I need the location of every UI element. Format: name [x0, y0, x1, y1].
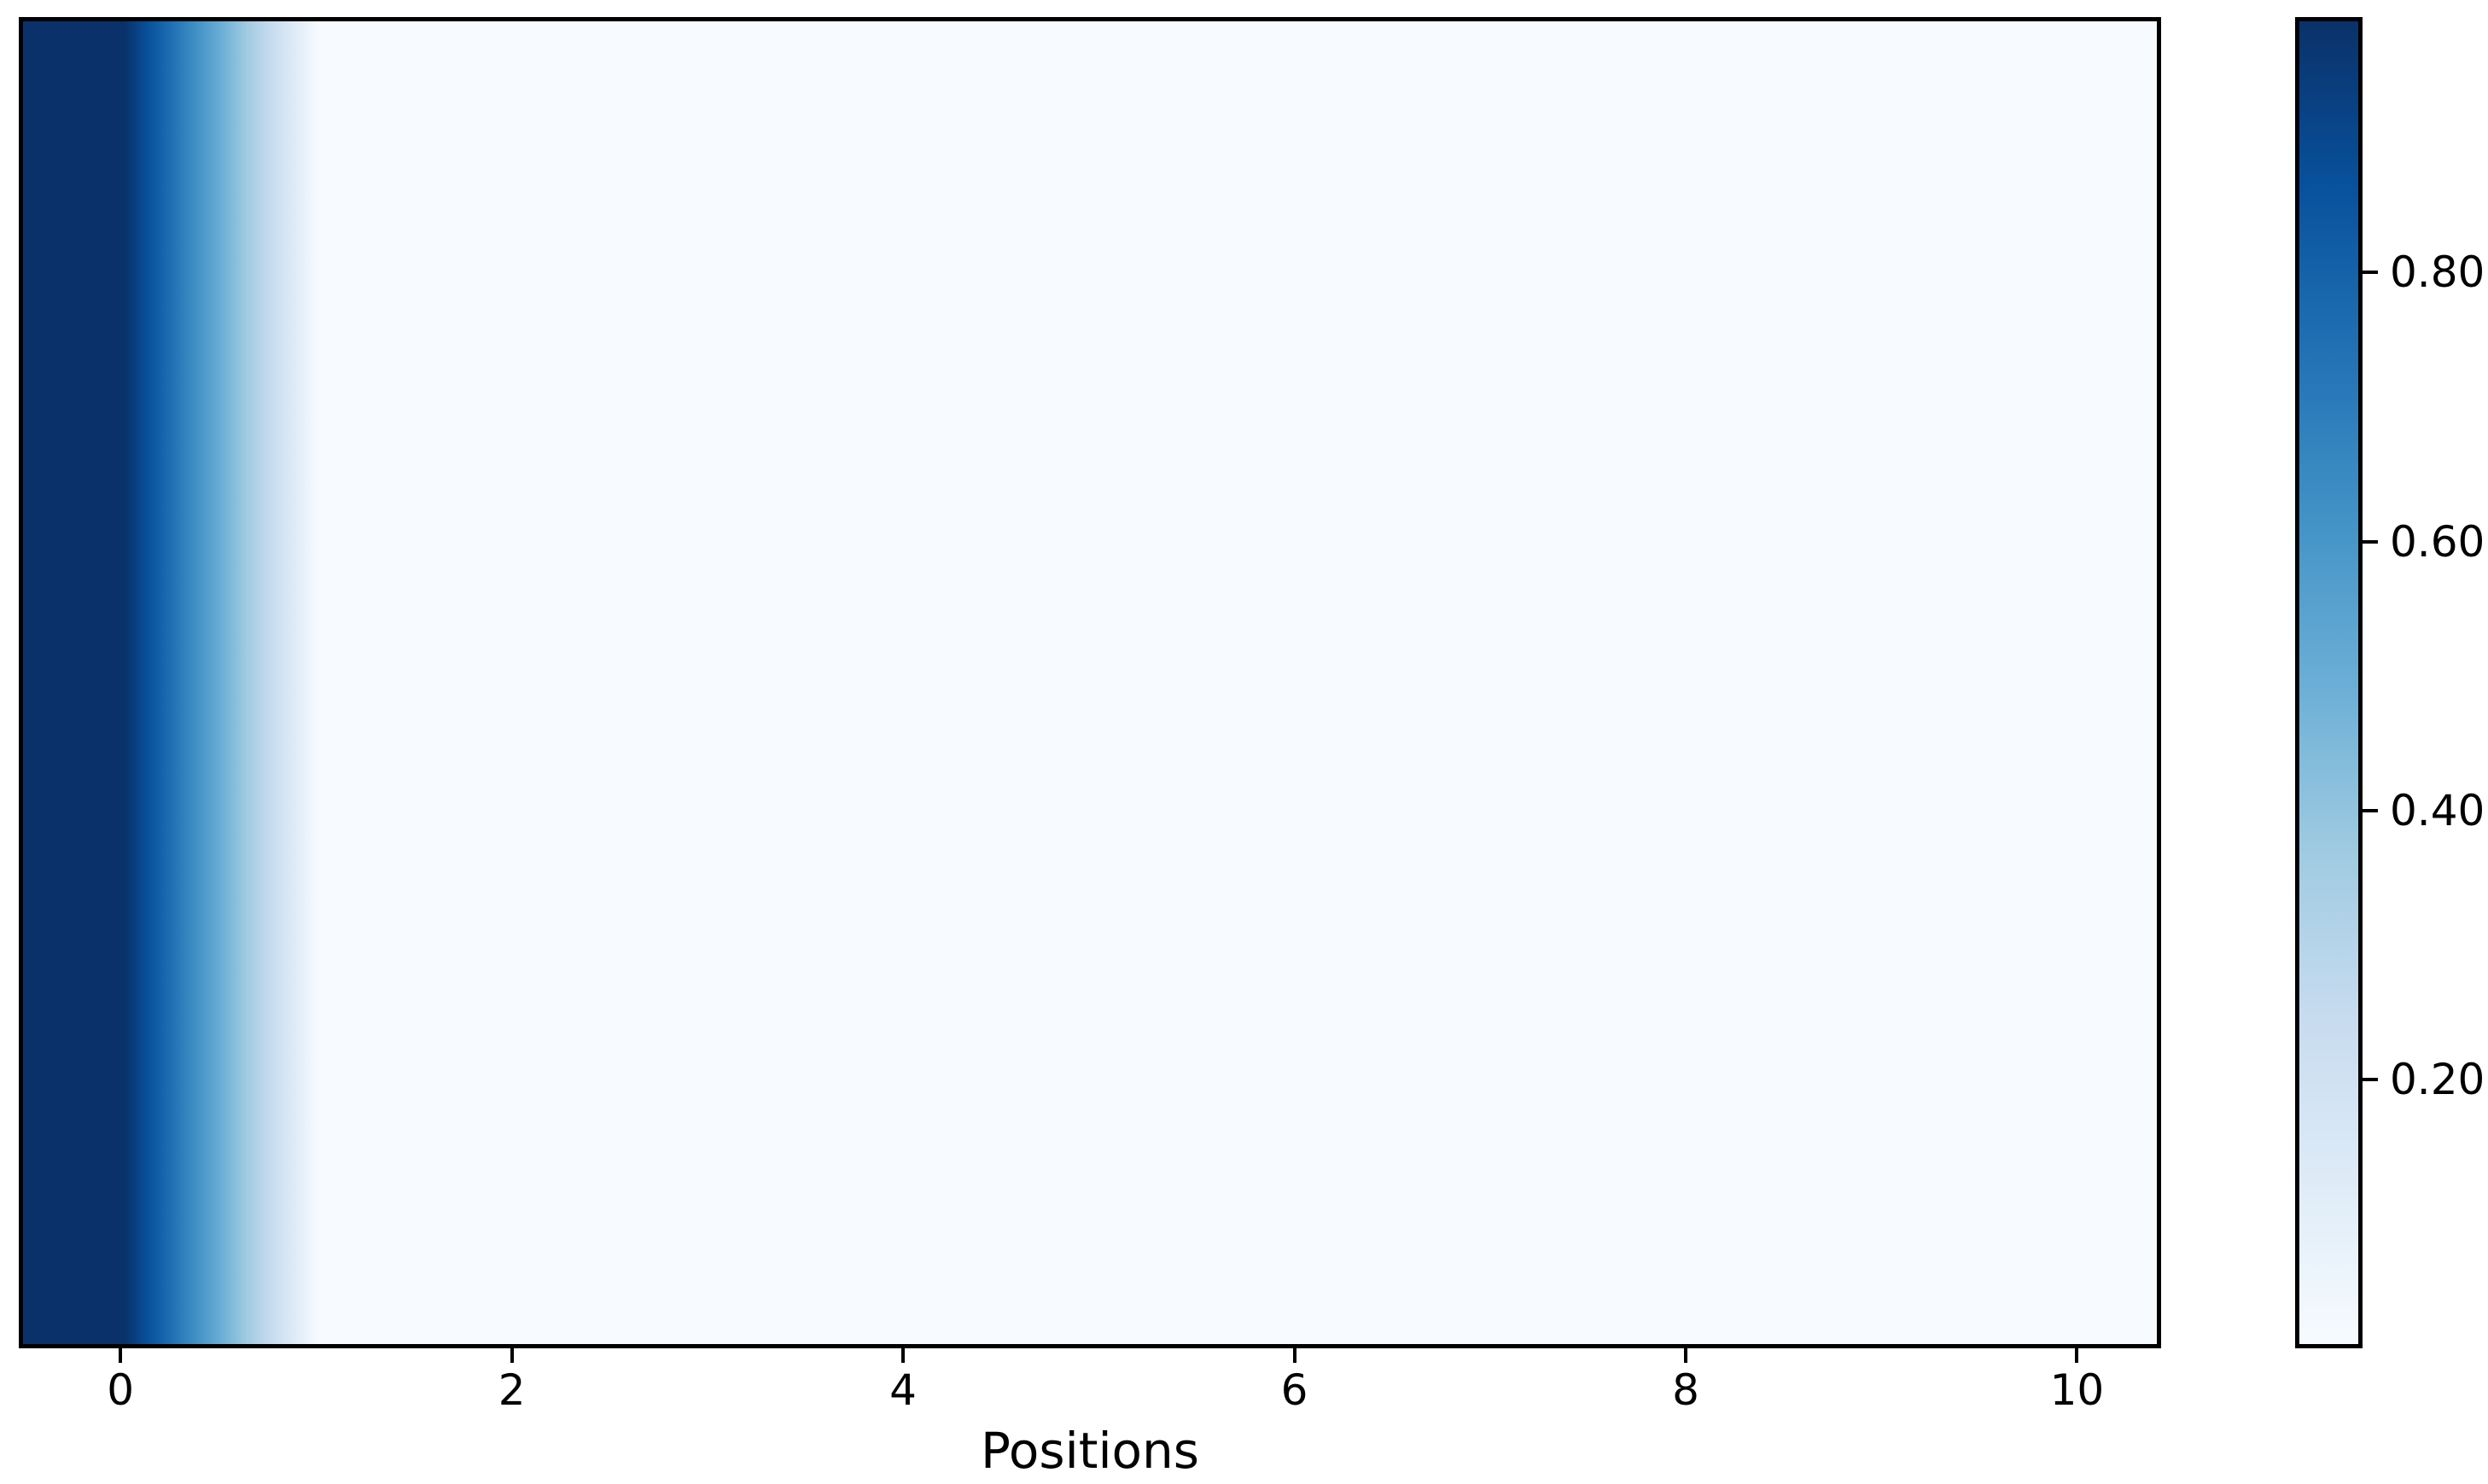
x-tick-mark: [2075, 1348, 2079, 1363]
x-tick-label: 8: [1672, 1365, 1699, 1415]
x-tick-mark: [119, 1348, 123, 1363]
colorbar-tick-mark: [2363, 1077, 2378, 1081]
x-tick-label: 4: [889, 1365, 917, 1415]
colorbar-tick-mark: [2363, 271, 2378, 275]
colorbar-tick-label: 0.40: [2390, 785, 2485, 835]
colorbar: [2295, 17, 2363, 1348]
x-tick-mark: [901, 1348, 906, 1363]
colorbar-tick-mark: [2363, 808, 2378, 812]
x-tick-label: 2: [498, 1365, 526, 1415]
x-tick-label: 6: [1280, 1365, 1308, 1415]
x-tick-mark: [1683, 1348, 1687, 1363]
x-tick-label: 0: [107, 1365, 135, 1415]
colorbar-tick-label: 0.20: [2390, 1054, 2485, 1104]
x-tick-label: 10: [2049, 1365, 2105, 1415]
heatmap-plot-area: [19, 17, 2161, 1348]
x-axis-label: Positions: [980, 1422, 1200, 1480]
colorbar-tick-mark: [2363, 539, 2378, 544]
x-tick-mark: [510, 1348, 514, 1363]
colorbar-tick-label: 0.80: [2390, 247, 2485, 298]
x-tick-mark: [1292, 1348, 1296, 1363]
colorbar-tick-label: 0.60: [2390, 516, 2485, 567]
